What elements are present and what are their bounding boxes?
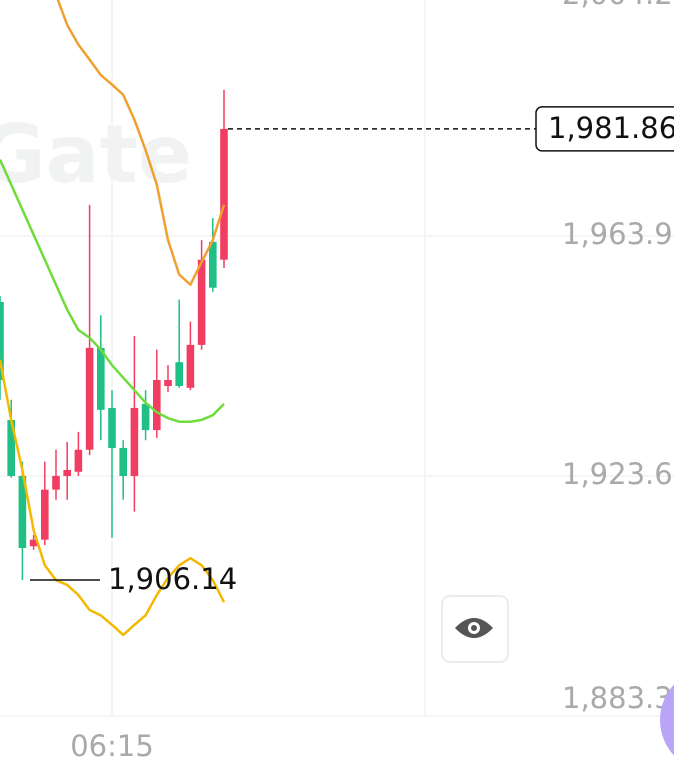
y-tick-label: 1,963.9 — [562, 217, 673, 251]
candle-body — [108, 408, 116, 448]
candle-body — [175, 362, 183, 386]
watermark: Gate — [0, 108, 192, 201]
visibility-button[interactable] — [441, 595, 509, 663]
candle-body — [209, 241, 217, 288]
x-tick-label: 06:15 — [70, 729, 154, 763]
candle-body — [97, 347, 105, 410]
ma-line — [0, 359, 226, 637]
y-tick-label: 1,923.6 — [562, 457, 673, 491]
candle-body — [119, 447, 127, 476]
ma-line — [0, 159, 225, 423]
floating-button[interactable] — [660, 668, 674, 765]
candle-body — [141, 403, 150, 431]
low-label: 1,906.14 — [108, 562, 237, 596]
candle-body — [85, 347, 94, 450]
candle-body — [130, 408, 139, 476]
candle-body — [7, 419, 15, 476]
candle-body — [29, 539, 38, 547]
ma-line — [56, 0, 226, 286]
candle-body — [164, 380, 172, 386]
candle-body — [52, 475, 60, 490]
candle-body — [41, 489, 49, 540]
y-tick-label: 1,883.3 — [562, 681, 673, 715]
eye-center[interactable] — [471, 625, 477, 631]
candle-body — [220, 128, 228, 260]
price-label: 1,981.86 — [548, 111, 674, 145]
candle-body — [186, 344, 195, 388]
candle-body — [0, 302, 4, 381]
candle-body — [153, 380, 161, 431]
candle-body — [18, 475, 27, 549]
candle-body — [74, 449, 83, 472]
y-tick-label: 2,004.2 — [562, 0, 673, 11]
candle-body — [197, 259, 206, 345]
price-box — [535, 106, 674, 152]
candle-body — [63, 469, 71, 476]
